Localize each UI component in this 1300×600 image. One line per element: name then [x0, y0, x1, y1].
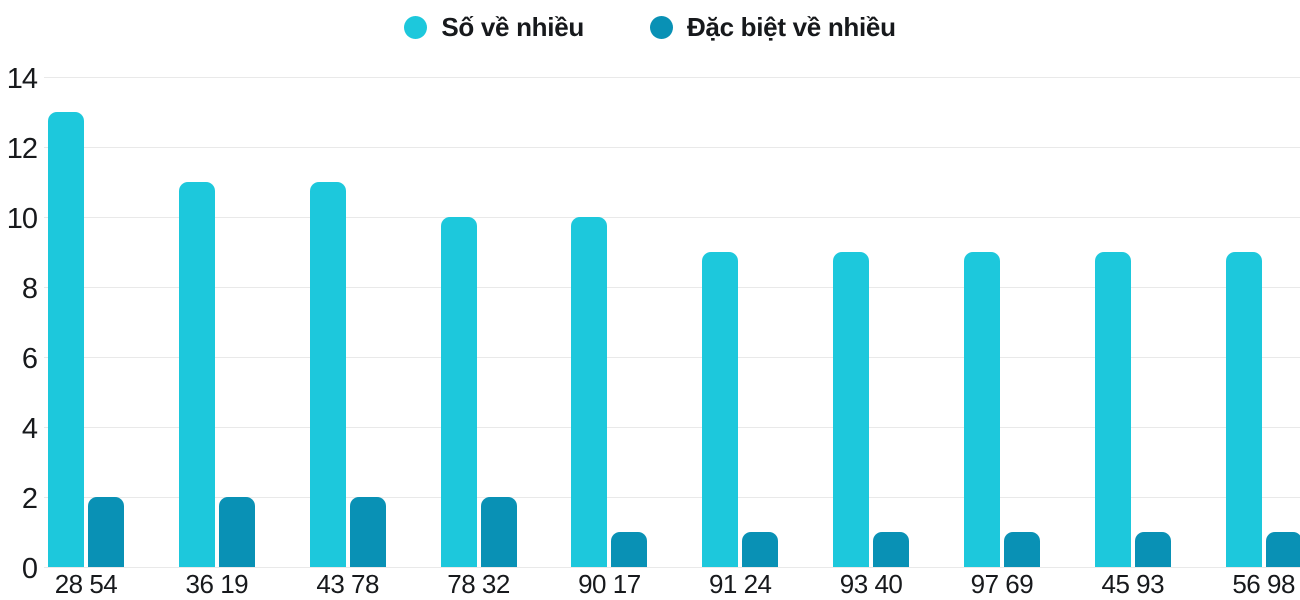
x-axis-label-97-69: 97 69: [970, 569, 1034, 599]
y-axis-tick-14: 14: [6, 63, 38, 96]
bar-so-ve-nhieu-43-78[interactable]: [309, 182, 346, 567]
gridline-y-2: [44, 496, 1300, 498]
y-axis-tick-8: 8: [21, 273, 38, 306]
bar-dac-biet-ve-nhieu-36-19[interactable]: [218, 497, 255, 567]
legend-swatch-cyan-icon: [404, 16, 428, 39]
bar-dac-biet-ve-nhieu-78-32[interactable]: [480, 497, 517, 567]
y-axis-tick-10: 10: [6, 203, 38, 236]
bar-dac-biet-ve-nhieu-43-78[interactable]: [349, 497, 386, 567]
y-axis-tick-4: 4: [21, 413, 38, 446]
bar-dac-biet-ve-nhieu-56-98[interactable]: [1265, 532, 1300, 567]
bar-dac-biet-ve-nhieu-28-54[interactable]: [88, 497, 124, 567]
bar-so-ve-nhieu-78-32[interactable]: [440, 217, 477, 567]
legend-item-so-ve-nhieu[interactable]: Số về nhiều: [404, 12, 584, 43]
bar-so-ve-nhieu-56-98[interactable]: [1225, 252, 1262, 567]
x-axis-label-90-17: 90 17: [578, 569, 641, 599]
gridline-y-8: [44, 286, 1300, 288]
x-axis-label-36-19: 36 19: [185, 569, 249, 599]
legend-label-dac-biet-ve-nhieu: Đặc biệt về nhiều: [686, 12, 896, 42]
x-axis-label-45-93: 45 93: [1101, 569, 1165, 599]
bar-so-ve-nhieu-90-17[interactable]: [571, 217, 608, 567]
gridline-y-14: [44, 76, 1300, 78]
y-axis-tick-0: 0: [21, 553, 38, 586]
bar-so-ve-nhieu-91-24[interactable]: [702, 252, 739, 567]
x-axis-label-28-54: 28 54: [54, 569, 118, 599]
y-axis-tick-2: 2: [21, 483, 38, 516]
y-axis-tick-6: 6: [21, 343, 38, 376]
gridline-y-4: [44, 426, 1300, 428]
bar-dac-biet-ve-nhieu-45-93[interactable]: [1134, 532, 1171, 567]
chart-legend: Số về nhiều Đặc biệt về nhiều: [0, 12, 1300, 43]
bar-so-ve-nhieu-97-69[interactable]: [963, 252, 1000, 567]
bar-so-ve-nhieu-36-19[interactable]: [178, 182, 215, 567]
x-axis-label-43-78: 43 78: [316, 569, 379, 599]
x-axis-label-78-32: 78 32: [447, 569, 510, 599]
bar-dac-biet-ve-nhieu-93-40[interactable]: [873, 532, 910, 567]
gridline-y-6: [44, 356, 1300, 358]
gridline-y-10: [44, 216, 1300, 218]
bar-so-ve-nhieu-93-40[interactable]: [833, 252, 870, 567]
bar-dac-biet-ve-nhieu-91-24[interactable]: [742, 532, 779, 567]
y-axis-tick-12: 12: [6, 133, 38, 166]
legend-swatch-teal-icon: [649, 16, 673, 39]
x-axis-label-56-98: 56 98: [1232, 569, 1295, 599]
gridline-y-0: [44, 566, 1300, 568]
bar-so-ve-nhieu-28-54[interactable]: [48, 112, 84, 567]
x-axis-label-91-24: 91 24: [708, 569, 772, 599]
bar-dac-biet-ve-nhieu-97-69[interactable]: [1003, 532, 1040, 567]
legend-item-dac-biet-ve-nhieu[interactable]: Đặc biệt về nhiều: [649, 12, 896, 43]
x-axis-label-93-40: 93 40: [839, 569, 903, 599]
bar-so-ve-nhieu-45-93[interactable]: [1094, 252, 1131, 567]
legend-label-so-ve-nhieu: Số về nhiều: [441, 12, 584, 42]
gridline-y-12: [44, 146, 1300, 148]
bar-dac-biet-ve-nhieu-90-17[interactable]: [611, 532, 648, 567]
